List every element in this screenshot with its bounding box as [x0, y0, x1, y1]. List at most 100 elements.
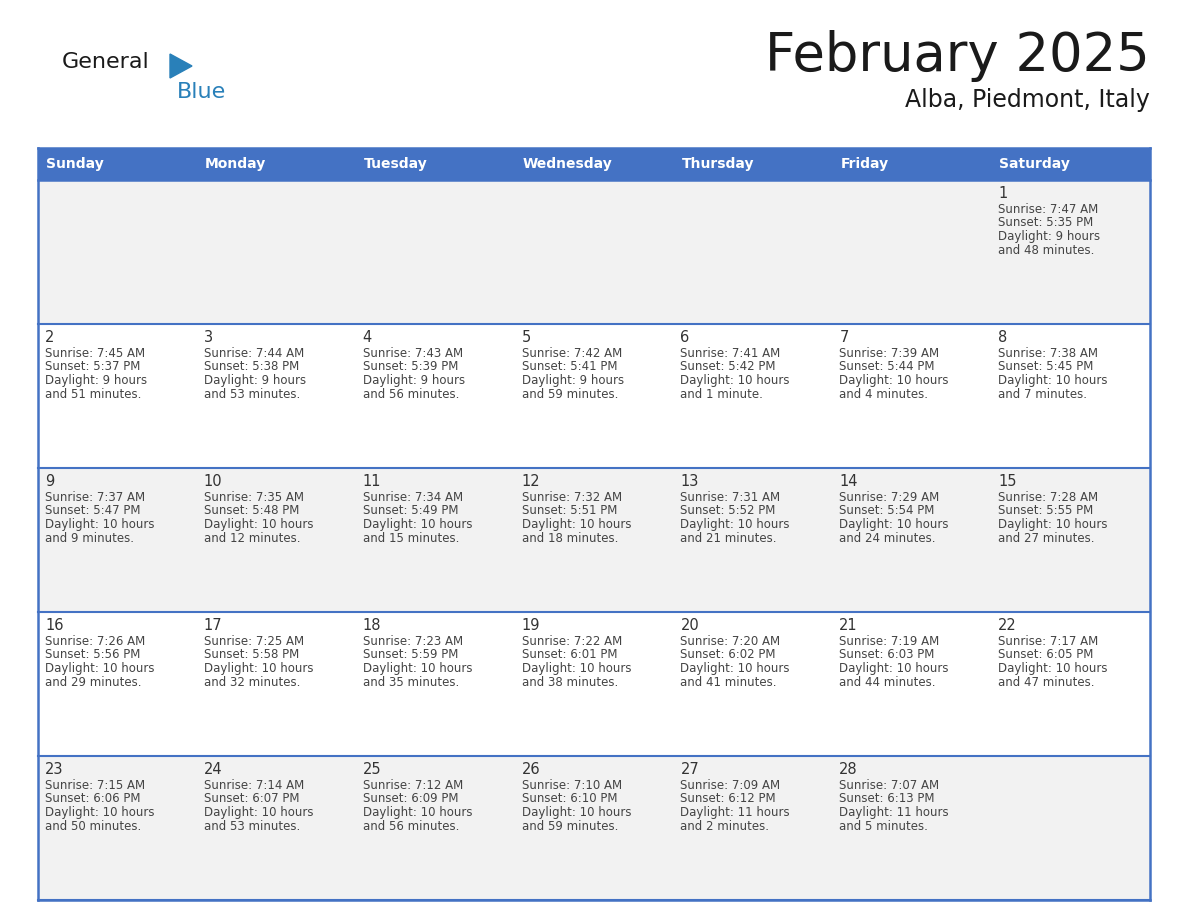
Text: 21: 21	[839, 618, 858, 633]
Text: and 48 minutes.: and 48 minutes.	[998, 243, 1094, 256]
Text: Sunset: 5:49 PM: Sunset: 5:49 PM	[362, 505, 459, 518]
Text: Daylight: 10 hours: Daylight: 10 hours	[362, 662, 472, 675]
Text: 22: 22	[998, 618, 1017, 633]
Text: Daylight: 10 hours: Daylight: 10 hours	[204, 806, 314, 819]
Text: Daylight: 10 hours: Daylight: 10 hours	[204, 518, 314, 531]
Text: Tuesday: Tuesday	[364, 157, 428, 171]
Bar	[197, 180, 355, 324]
Text: and 27 minutes.: and 27 minutes.	[998, 532, 1094, 544]
Text: Sunset: 6:01 PM: Sunset: 6:01 PM	[522, 648, 617, 662]
Text: and 59 minutes.: and 59 minutes.	[522, 820, 618, 833]
Bar	[197, 324, 355, 468]
Text: Sunset: 6:05 PM: Sunset: 6:05 PM	[998, 648, 1093, 662]
Text: Daylight: 11 hours: Daylight: 11 hours	[681, 806, 790, 819]
Text: Sunset: 5:44 PM: Sunset: 5:44 PM	[839, 361, 935, 374]
Text: Sunset: 5:54 PM: Sunset: 5:54 PM	[839, 505, 935, 518]
Text: Alba, Piedmont, Italy: Alba, Piedmont, Italy	[905, 88, 1150, 112]
Text: Sunrise: 7:45 AM: Sunrise: 7:45 AM	[45, 347, 145, 360]
Text: Sunrise: 7:12 AM: Sunrise: 7:12 AM	[362, 779, 463, 792]
Text: Sunrise: 7:10 AM: Sunrise: 7:10 AM	[522, 779, 621, 792]
Text: and 9 minutes.: and 9 minutes.	[45, 532, 134, 544]
Text: 1: 1	[998, 186, 1007, 201]
Bar	[674, 756, 833, 900]
Text: Sunrise: 7:07 AM: Sunrise: 7:07 AM	[839, 779, 940, 792]
Text: 7: 7	[839, 330, 848, 345]
Text: Sunset: 6:12 PM: Sunset: 6:12 PM	[681, 792, 776, 805]
Text: Daylight: 9 hours: Daylight: 9 hours	[522, 374, 624, 387]
Text: Sunrise: 7:25 AM: Sunrise: 7:25 AM	[204, 635, 304, 648]
Polygon shape	[170, 54, 192, 78]
Bar	[674, 180, 833, 324]
Text: Sunset: 5:56 PM: Sunset: 5:56 PM	[45, 648, 140, 662]
Text: 26: 26	[522, 762, 541, 777]
Bar	[674, 148, 833, 180]
Text: Saturday: Saturday	[999, 157, 1070, 171]
Text: Sunday: Sunday	[46, 157, 103, 171]
Text: and 21 minutes.: and 21 minutes.	[681, 532, 777, 544]
Text: Friday: Friday	[840, 157, 889, 171]
Text: 11: 11	[362, 474, 381, 489]
Text: Blue: Blue	[177, 82, 226, 102]
Text: Sunset: 5:42 PM: Sunset: 5:42 PM	[681, 361, 776, 374]
Text: Daylight: 10 hours: Daylight: 10 hours	[681, 374, 790, 387]
Text: Sunset: 5:45 PM: Sunset: 5:45 PM	[998, 361, 1093, 374]
Text: Sunset: 6:07 PM: Sunset: 6:07 PM	[204, 792, 299, 805]
Text: 15: 15	[998, 474, 1017, 489]
Text: Sunrise: 7:28 AM: Sunrise: 7:28 AM	[998, 491, 1098, 504]
Bar	[514, 324, 674, 468]
Text: 23: 23	[45, 762, 63, 777]
Text: and 12 minutes.: and 12 minutes.	[204, 532, 301, 544]
Text: Daylight: 9 hours: Daylight: 9 hours	[204, 374, 307, 387]
Text: 6: 6	[681, 330, 690, 345]
Text: and 38 minutes.: and 38 minutes.	[522, 676, 618, 688]
Text: Sunset: 6:09 PM: Sunset: 6:09 PM	[362, 792, 459, 805]
Text: Sunrise: 7:26 AM: Sunrise: 7:26 AM	[45, 635, 145, 648]
Text: and 44 minutes.: and 44 minutes.	[839, 676, 936, 688]
Text: Sunrise: 7:38 AM: Sunrise: 7:38 AM	[998, 347, 1098, 360]
Text: Sunset: 5:39 PM: Sunset: 5:39 PM	[362, 361, 459, 374]
Text: Sunrise: 7:22 AM: Sunrise: 7:22 AM	[522, 635, 621, 648]
Bar	[197, 468, 355, 612]
Text: Sunrise: 7:15 AM: Sunrise: 7:15 AM	[45, 779, 145, 792]
Bar	[197, 612, 355, 756]
Bar	[38, 468, 197, 612]
Text: 8: 8	[998, 330, 1007, 345]
Text: and 1 minute.: and 1 minute.	[681, 387, 764, 400]
Text: 25: 25	[362, 762, 381, 777]
Bar	[355, 148, 514, 180]
Text: and 56 minutes.: and 56 minutes.	[362, 820, 459, 833]
Bar	[514, 756, 674, 900]
Bar	[514, 148, 674, 180]
Text: Sunset: 5:51 PM: Sunset: 5:51 PM	[522, 505, 617, 518]
Text: Daylight: 10 hours: Daylight: 10 hours	[204, 662, 314, 675]
Text: Daylight: 10 hours: Daylight: 10 hours	[839, 518, 949, 531]
Text: Sunset: 6:06 PM: Sunset: 6:06 PM	[45, 792, 140, 805]
Text: Sunrise: 7:32 AM: Sunrise: 7:32 AM	[522, 491, 621, 504]
Text: and 51 minutes.: and 51 minutes.	[45, 387, 141, 400]
Bar	[355, 756, 514, 900]
Text: 2: 2	[45, 330, 55, 345]
Bar	[674, 468, 833, 612]
Bar	[833, 468, 991, 612]
Text: Sunrise: 7:34 AM: Sunrise: 7:34 AM	[362, 491, 463, 504]
Text: General: General	[62, 52, 150, 72]
Bar	[991, 324, 1150, 468]
Text: and 53 minutes.: and 53 minutes.	[204, 820, 301, 833]
Text: and 35 minutes.: and 35 minutes.	[362, 676, 459, 688]
Text: Daylight: 10 hours: Daylight: 10 hours	[45, 806, 154, 819]
Bar	[674, 324, 833, 468]
Text: Sunrise: 7:29 AM: Sunrise: 7:29 AM	[839, 491, 940, 504]
Text: 24: 24	[204, 762, 222, 777]
Text: and 29 minutes.: and 29 minutes.	[45, 676, 141, 688]
Bar	[197, 148, 355, 180]
Text: February 2025: February 2025	[765, 30, 1150, 82]
Text: Daylight: 10 hours: Daylight: 10 hours	[681, 518, 790, 531]
Text: Sunrise: 7:41 AM: Sunrise: 7:41 AM	[681, 347, 781, 360]
Text: Sunset: 5:59 PM: Sunset: 5:59 PM	[362, 648, 459, 662]
Bar	[197, 756, 355, 900]
Text: Sunrise: 7:39 AM: Sunrise: 7:39 AM	[839, 347, 940, 360]
Bar	[833, 756, 991, 900]
Text: Daylight: 9 hours: Daylight: 9 hours	[362, 374, 465, 387]
Text: Sunset: 5:48 PM: Sunset: 5:48 PM	[204, 505, 299, 518]
Text: 12: 12	[522, 474, 541, 489]
